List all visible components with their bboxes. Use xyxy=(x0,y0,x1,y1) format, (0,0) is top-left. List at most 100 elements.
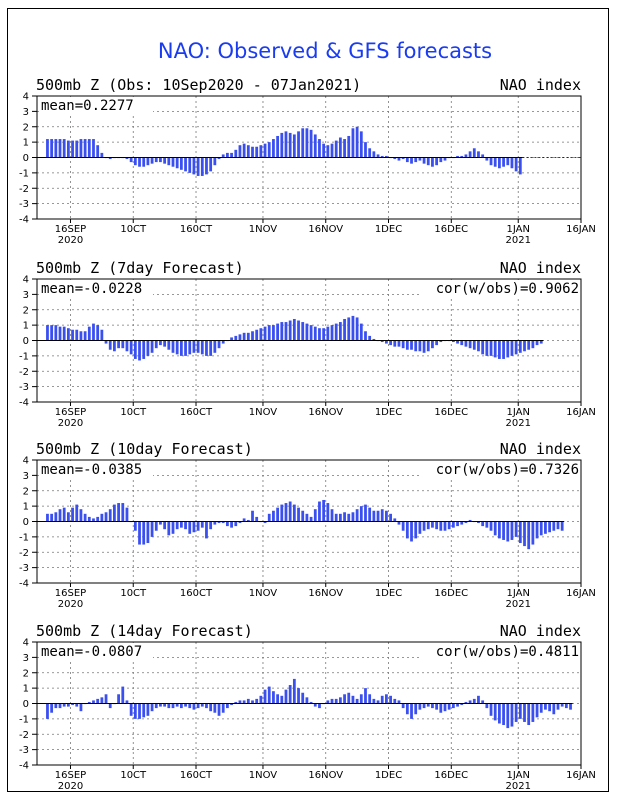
panel-1-year-label: 2021 xyxy=(506,418,531,429)
panel-2-xtick-label: 16NOV xyxy=(308,588,343,599)
panel-0-bar xyxy=(309,129,313,158)
panel-1-bar xyxy=(108,340,112,350)
panel-3-bar xyxy=(498,703,501,724)
panel-2-xtick-label: 1NOV xyxy=(249,588,278,599)
panel-0-bar xyxy=(87,139,91,158)
panel-2-bar xyxy=(163,521,167,530)
panel-0-bar xyxy=(146,157,150,166)
panel-3-bar xyxy=(92,700,95,704)
panel-0-bar xyxy=(171,157,175,167)
panel-2-bar xyxy=(171,521,175,534)
panel-1-bar xyxy=(154,340,158,349)
panel-2-bar xyxy=(272,510,275,522)
panel-3-mean-bg xyxy=(39,643,153,659)
panel-1-bar xyxy=(355,317,359,341)
panel-2-bar xyxy=(431,521,434,528)
panel-2-ytick-label: -1 xyxy=(19,532,29,543)
panel-1-bar xyxy=(71,329,74,341)
panel-3-ytick-label: 2 xyxy=(23,668,29,679)
panel-3-bar xyxy=(489,703,493,716)
panel-2-bar xyxy=(192,521,196,533)
panel-2-bar xyxy=(355,509,359,522)
panel-1-bar xyxy=(334,323,338,341)
panel-1-bar xyxy=(506,340,510,358)
panel-2-bar xyxy=(330,509,334,522)
panel-2-year-label: 2021 xyxy=(506,599,531,610)
panel-0-bar xyxy=(92,139,95,158)
panel-1-bar xyxy=(456,340,459,344)
panel-3-bar xyxy=(330,698,334,704)
panel-0-bar xyxy=(196,157,200,176)
panel-2-bar xyxy=(514,521,518,537)
panel-1-bar xyxy=(523,340,526,352)
panel-0-bar xyxy=(209,157,213,172)
panel-3-bar xyxy=(184,703,187,707)
panel-2-bar xyxy=(92,518,95,522)
panel-3-bar xyxy=(230,703,233,706)
panel-2-bar xyxy=(242,518,246,522)
panel-0-bar xyxy=(163,157,167,164)
panel-2-bar xyxy=(405,521,409,539)
panel-3-xtick-label: 1DEC xyxy=(375,770,402,781)
panel-2-bar xyxy=(267,513,271,522)
panel-3-bar xyxy=(276,694,279,704)
panel-3-bar xyxy=(401,703,405,709)
panel-3-bar xyxy=(100,697,104,704)
panel-3-bar xyxy=(272,691,275,704)
panel-1-bar xyxy=(343,318,346,341)
panel-2-bar xyxy=(460,521,464,525)
panel-3-bar xyxy=(368,694,372,704)
panel-3-bar xyxy=(439,703,443,713)
panel-3-bar xyxy=(255,698,259,704)
panel-2-bar xyxy=(230,521,233,528)
panel-1-bar xyxy=(259,328,263,341)
panel-3-bar xyxy=(263,689,267,704)
panel-0-bar xyxy=(100,152,104,158)
panel-1-ytick-label: 0 xyxy=(23,336,29,347)
panel-2-bar xyxy=(58,509,62,522)
panel-2-bar xyxy=(372,510,376,522)
panel-0-bar xyxy=(263,143,267,158)
panel-0-bar xyxy=(334,140,338,158)
panel-3-bar xyxy=(560,703,564,707)
panel-3-bar xyxy=(523,703,526,722)
panel-1-bar xyxy=(188,340,192,355)
panel-3-bar xyxy=(259,695,263,704)
panel-1-bar xyxy=(309,325,313,341)
panel-1-ytick-label: -3 xyxy=(19,382,29,393)
panel-1-bar xyxy=(171,340,175,353)
panel-3-xtick-label: 16DEC xyxy=(434,770,468,781)
panel-2-bar xyxy=(510,521,514,540)
panel-1-bar xyxy=(502,340,505,359)
panel-2-ytick-label: 1 xyxy=(23,502,29,513)
panel-0-bar xyxy=(439,157,443,163)
panel-2-bar xyxy=(117,503,120,522)
panel-1-xtick-label: 16DEC xyxy=(434,407,468,418)
panel-3-bar xyxy=(351,695,355,704)
panel-0-frame xyxy=(36,95,582,220)
panel-1-bar xyxy=(397,340,401,347)
panel-0-bar xyxy=(280,132,284,158)
panel-1-bar xyxy=(150,340,154,353)
panel-3-bar xyxy=(213,703,217,713)
panel-3-bar xyxy=(418,703,422,710)
panel-1-bar xyxy=(364,331,367,341)
panel-0-bar xyxy=(347,135,351,158)
panel-3-bar xyxy=(451,703,455,709)
panel-0-bar xyxy=(468,151,472,158)
panel-2-mean-text: mean=-0.0385 xyxy=(41,462,142,478)
panel-3-bar xyxy=(154,703,158,709)
panel-2-xtick-label: 16SEP xyxy=(55,588,86,599)
panel-2-bar xyxy=(313,509,317,522)
panel-3-bar xyxy=(205,703,208,709)
panel-2-bar xyxy=(451,521,455,528)
panel-2-bar xyxy=(389,513,392,522)
panel-0-bar xyxy=(518,157,522,175)
panel-3-bar xyxy=(485,703,489,709)
panel-2-bar xyxy=(221,521,225,524)
panel-1-bar xyxy=(217,340,221,349)
panel-1-bar xyxy=(485,340,489,356)
panel-3-bar xyxy=(569,703,572,710)
panel-3-bar xyxy=(556,703,560,710)
panel-3-bar xyxy=(343,694,346,704)
